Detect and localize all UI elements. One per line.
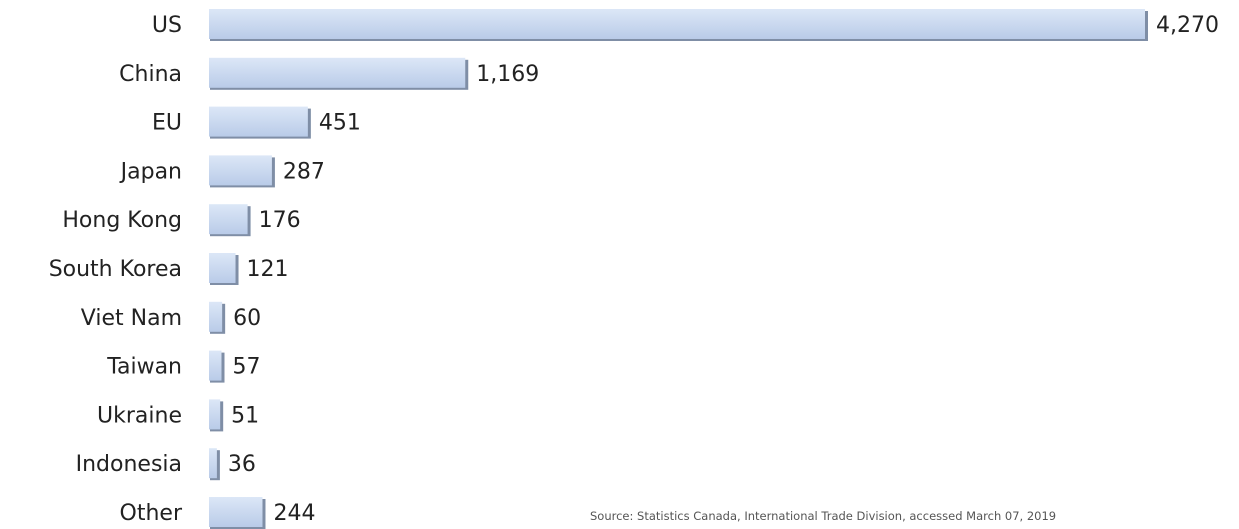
category-label: Taiwan <box>106 355 182 380</box>
category-label: China <box>119 62 182 87</box>
category-label: South Korea <box>49 257 182 282</box>
value-label: 121 <box>247 257 289 282</box>
value-label: 244 <box>273 501 315 526</box>
category-label: Hong Kong <box>62 208 182 233</box>
value-label: 287 <box>283 159 325 184</box>
bar-us <box>209 9 1145 39</box>
value-label: 4,270 <box>1156 13 1219 38</box>
value-label: 60 <box>233 306 261 331</box>
value-label: 176 <box>259 208 301 233</box>
category-labels: US China EU Japan Hong Kong South Korea Viet N… <box>49 13 183 526</box>
bar-indonesia <box>209 448 217 479</box>
value-label: 51 <box>231 403 259 428</box>
bar-other <box>209 497 263 527</box>
category-label: Japan <box>119 159 182 184</box>
bar-china <box>209 57 466 88</box>
bar-hong-kong <box>209 204 248 235</box>
bar-ukraine <box>209 399 221 430</box>
category-label: Viet Nam <box>81 306 182 331</box>
bars-layer <box>209 9 1148 529</box>
category-label: Other <box>120 501 183 526</box>
value-labels: 4,270 1,169 451 287 176 121 60 57 51 36 244 <box>228 13 1219 526</box>
bar-viet-nam <box>209 301 223 332</box>
value-label: 57 <box>232 355 260 380</box>
category-label: US <box>152 13 182 38</box>
source-note: Source: Statistics Canada, International… <box>590 509 1057 523</box>
category-label: Ukraine <box>97 403 182 428</box>
bar-japan <box>209 155 272 186</box>
value-label: 1,169 <box>476 62 539 87</box>
category-label: Indonesia <box>76 452 182 477</box>
bar-south-korea <box>209 253 236 283</box>
value-label: 451 <box>319 111 361 136</box>
value-label: 36 <box>228 452 256 477</box>
bar-taiwan <box>209 350 222 381</box>
category-label: EU <box>152 111 182 136</box>
bar-eu <box>209 106 308 137</box>
